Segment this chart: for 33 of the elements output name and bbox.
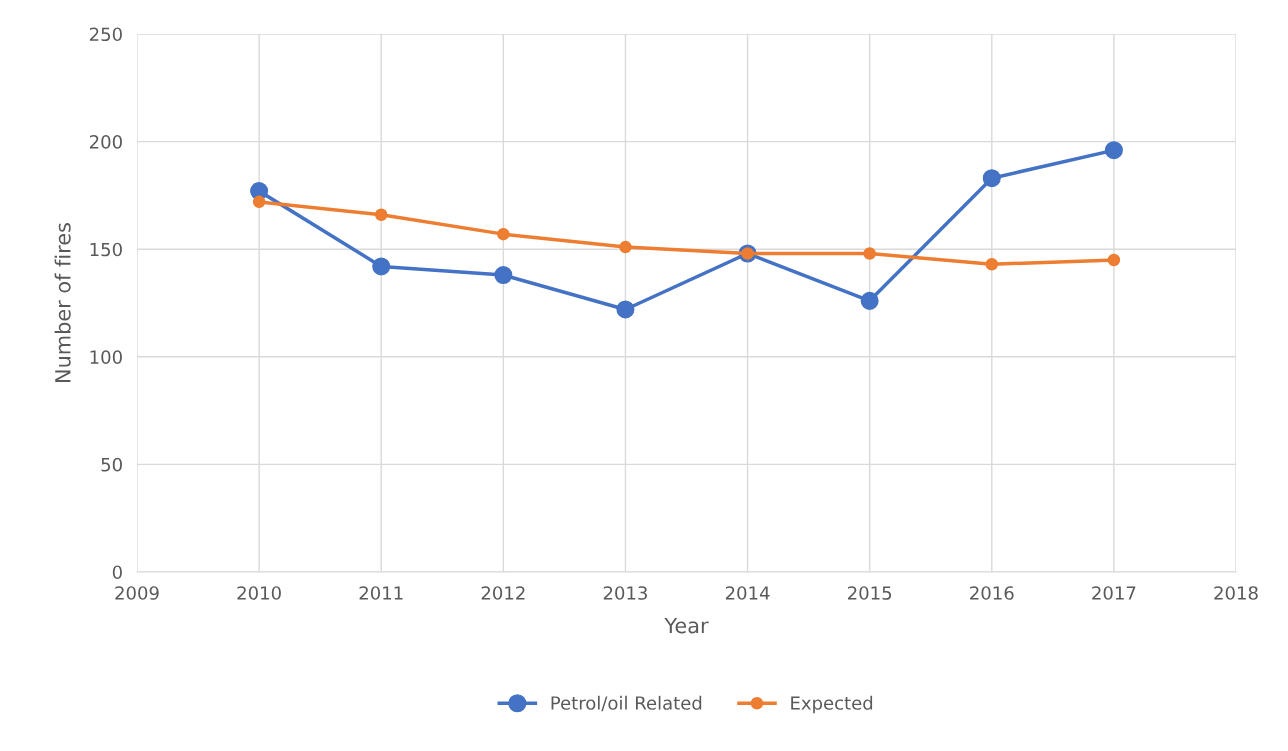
x-tick-label: 2009	[115, 586, 159, 600]
point	[1107, 253, 1121, 267]
x-tick-label: 2011	[359, 586, 403, 600]
x-tick-label: 2015	[848, 586, 892, 600]
point	[494, 265, 513, 285]
y-tick-label: 100	[90, 350, 122, 364]
point	[497, 227, 510, 241]
point	[985, 258, 999, 271]
x-tick-label: 2013	[603, 586, 647, 600]
point	[374, 208, 388, 222]
point	[1104, 141, 1123, 160]
x-tick-label: 2010	[237, 586, 281, 600]
x-tick-label: 2016	[970, 586, 1014, 600]
point	[860, 291, 879, 310]
legend-label: Expected	[791, 695, 873, 714]
x-tick-label: 2012	[481, 586, 525, 600]
point	[616, 300, 635, 319]
point	[372, 257, 391, 276]
point	[252, 195, 266, 209]
y-tick-label: 250	[89, 27, 122, 42]
legend-label: Petrol/oil Related	[551, 695, 702, 712]
x-tick-label: 2017	[1092, 586, 1136, 600]
y-tick-label: 200	[89, 135, 122, 149]
x-tick-label: 2018	[1214, 586, 1258, 600]
point	[619, 240, 632, 254]
y-tick-label: 0	[112, 565, 122, 580]
y-tick-label: 150	[90, 242, 122, 257]
x-axis-title: Year	[664, 617, 709, 634]
y-axis-title: Number of fires	[54, 223, 71, 382]
point	[982, 169, 1001, 188]
y-tick-label: 50	[101, 457, 122, 472]
point	[863, 247, 876, 260]
x-tick-label: 2014	[725, 586, 770, 600]
